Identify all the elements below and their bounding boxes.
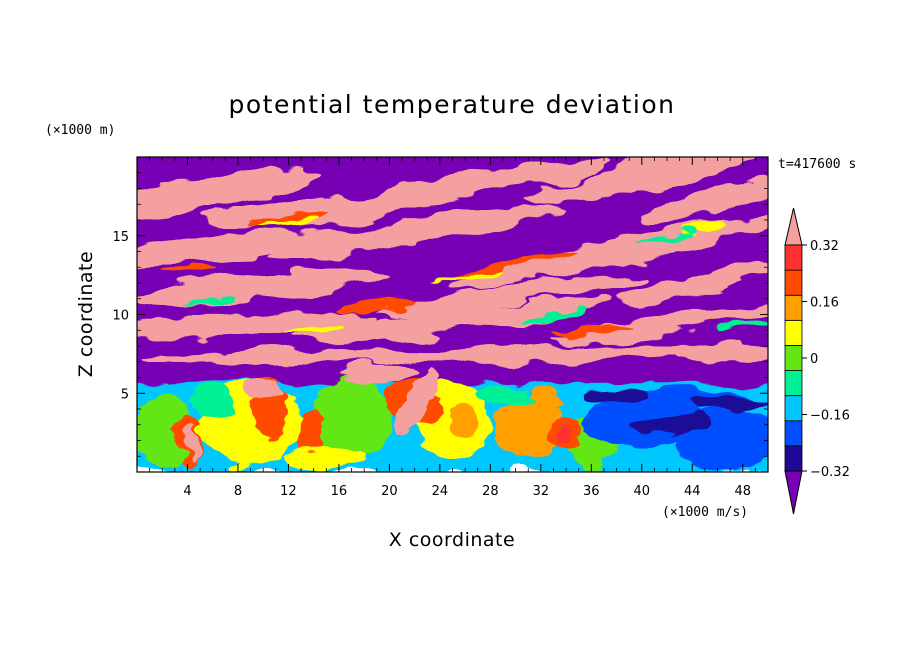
- chart-title: potential temperature deviation: [229, 90, 676, 119]
- colorbar-box: [784, 244, 803, 271]
- colorbar-tick-label: −0.16: [810, 409, 850, 424]
- x-tick-label: 32: [533, 484, 550, 499]
- field-blob: [559, 425, 574, 444]
- field-blob: [243, 382, 284, 399]
- x-axis-label: X coordinate: [389, 529, 515, 551]
- field-blob: [430, 269, 500, 281]
- field-blob: [301, 407, 326, 458]
- field-blob: [670, 345, 768, 360]
- x-tick-label: 24: [432, 484, 449, 499]
- field-blob: [157, 265, 218, 275]
- colorbar-tick-label: 0.32: [810, 239, 839, 254]
- colorbar-box: [784, 319, 803, 346]
- x-tick-label: 48: [734, 484, 751, 499]
- field-blob: [258, 218, 319, 229]
- field-blob: [137, 229, 362, 268]
- colorbar-extend-bottom: [784, 470, 803, 515]
- x-tick-label: 12: [280, 484, 297, 499]
- x-tick-label: 4: [183, 484, 191, 499]
- field-blob: [192, 386, 233, 417]
- field-blob: [717, 322, 768, 332]
- x-tick-label: 28: [482, 484, 499, 499]
- field-blob: [336, 364, 417, 385]
- field-blob: [640, 178, 768, 224]
- field-blob: [137, 171, 324, 225]
- field-blob: [586, 388, 647, 405]
- field-blob: [524, 157, 760, 205]
- colorbar-box: [784, 294, 803, 321]
- field-blob: [551, 325, 632, 336]
- colorbar-box: [784, 269, 803, 296]
- y-tick-label: 10: [112, 309, 129, 324]
- field-blob: [137, 313, 378, 338]
- colorbar: −0.32 −0.16 0 0.16 0.32: [784, 207, 850, 515]
- colorbar-tick-label: 0.16: [810, 296, 839, 311]
- field-blob: [293, 301, 612, 341]
- colorbar-box: [784, 445, 803, 472]
- field-blob: [449, 403, 482, 440]
- x-tick-label: 36: [583, 484, 600, 499]
- field-blob: [690, 395, 768, 414]
- x-tick-label: 16: [331, 484, 348, 499]
- field-blob: [548, 305, 768, 343]
- field-blob: [142, 447, 183, 468]
- field-blob: [392, 373, 438, 445]
- field-blob: [283, 326, 344, 334]
- x-tick-label: 44: [684, 484, 701, 499]
- colorbar-extend-top: [784, 207, 803, 246]
- x-tick-label: 20: [381, 484, 398, 499]
- colorbar-tick-label: 0: [810, 352, 818, 367]
- heatmap-field: [137, 157, 768, 472]
- colorbar-tick-label: −0.32: [810, 465, 850, 480]
- field-blob: [520, 389, 561, 410]
- field-blob: [266, 206, 563, 259]
- field-blob: [493, 401, 564, 462]
- x-tick-label: 8: [234, 484, 242, 499]
- field-blob: [477, 386, 528, 407]
- field-blob: [680, 221, 730, 235]
- time-label: t=417600 s: [778, 157, 856, 172]
- field-blob: [456, 251, 575, 274]
- field-blob: [627, 412, 708, 437]
- colorbar-box: [784, 395, 803, 422]
- field-band: [137, 364, 768, 384]
- y-axis-ticks: 5 10 15: [112, 172, 768, 457]
- colorbar-box: [784, 420, 803, 447]
- y-axis-label: Z coordinate: [75, 251, 97, 377]
- field-blob: [637, 232, 697, 245]
- field-blob: [336, 300, 417, 314]
- field-blob: [376, 272, 655, 316]
- y-tick-label: 5: [121, 387, 129, 402]
- field-blob: [616, 261, 768, 305]
- field-blob: [286, 449, 367, 470]
- field-blob: [137, 271, 393, 305]
- colorbar-box: [784, 345, 803, 371]
- field-blob: [311, 380, 392, 461]
- x-tick-label: 40: [634, 484, 651, 499]
- field-blob: [349, 157, 606, 210]
- field-blob: [187, 294, 238, 303]
- y-tick-label: 15: [112, 230, 129, 245]
- x-unit-label: (×1000 m/s): [662, 505, 748, 520]
- field-blob: [185, 423, 198, 464]
- x-axis-ticks: 4 8 12 16 20 24 28 32 36 40 44 48: [149, 157, 756, 499]
- y-unit-label: (×1000 m): [45, 123, 115, 138]
- colorbar-box: [784, 370, 803, 397]
- field-blob: [518, 309, 589, 320]
- field-blob: [396, 341, 736, 366]
